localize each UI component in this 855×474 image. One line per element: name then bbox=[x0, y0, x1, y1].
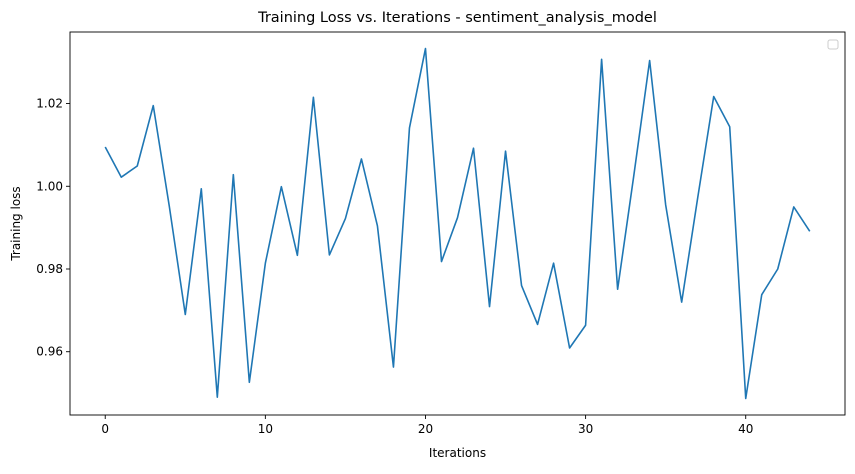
x-tick-label: 10 bbox=[258, 422, 273, 436]
y-axis-label: Training loss bbox=[9, 186, 23, 261]
x-tick-label: 40 bbox=[738, 422, 753, 436]
legend-box bbox=[827, 39, 839, 50]
y-tick-label: 0.96 bbox=[36, 345, 63, 359]
x-tick-label: 20 bbox=[418, 422, 433, 436]
y-tick-label: 1.00 bbox=[36, 179, 63, 193]
chart-title: Training Loss vs. Iterations - sentiment… bbox=[257, 10, 657, 26]
x-axis-ticks: 0 10 20 30 40 bbox=[101, 415, 753, 436]
series-line bbox=[104, 47, 811, 400]
y-axis-ticks: 0.96 0.98 1.00 1.02 bbox=[36, 97, 70, 359]
y-tick-label: 0.98 bbox=[36, 262, 63, 276]
x-tick-label: 30 bbox=[578, 422, 593, 436]
axes-frame bbox=[69, 31, 846, 416]
x-tick-label: 0 bbox=[101, 422, 109, 436]
plot-area bbox=[69, 31, 846, 416]
legend bbox=[827, 39, 839, 50]
y-tick-label: 1.02 bbox=[36, 97, 63, 111]
x-axis-label: Iterations bbox=[429, 446, 486, 460]
